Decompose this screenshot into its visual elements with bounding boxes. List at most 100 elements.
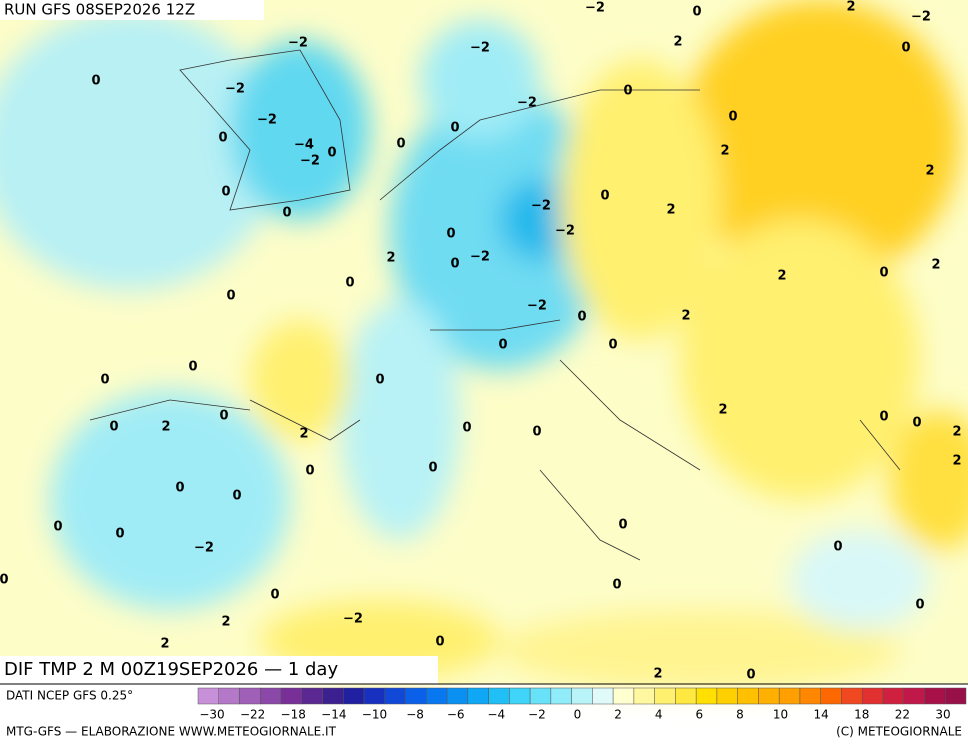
contour-label: 0: [450, 121, 459, 136]
contour-label: 2: [221, 615, 230, 630]
contour-label: −2: [531, 199, 551, 214]
contour-label: 0: [901, 41, 910, 56]
scale-swatch: [882, 687, 904, 705]
scale-swatch: [612, 687, 635, 705]
scale-label: −22: [240, 708, 265, 722]
scale-swatch: [716, 687, 738, 705]
contour-label: 0: [270, 588, 279, 603]
contour-label: −2: [257, 113, 277, 128]
scale-swatch: [260, 687, 282, 705]
contour-label: 0: [600, 189, 609, 204]
contour-label: 0: [428, 461, 437, 476]
scale-label: 2: [614, 708, 622, 722]
contour-label: −2: [555, 224, 575, 239]
contour-label: −2: [911, 10, 931, 25]
contour-label: 0: [219, 409, 228, 424]
contour-label: 0: [462, 421, 471, 436]
contour-label: 2: [161, 420, 170, 435]
credit: MTG-GFS — ELABORAZIONE WWW.METEOGIORNALE…: [6, 725, 337, 739]
contour-label: 0: [618, 518, 627, 533]
contour-label: 0: [692, 5, 701, 20]
contour-label: 2: [673, 35, 682, 50]
contour-label: −2: [470, 41, 490, 56]
contour-label: 0: [100, 373, 109, 388]
scale-swatch: [426, 687, 448, 705]
contour-label: −2: [517, 96, 537, 111]
footer-title: DIF TMP 2 M 00Z19SEP2026 — 1 day: [4, 659, 338, 680]
scale-label: 18: [854, 708, 869, 722]
color-scale: −30 −22 −18 −14 −10 −8 −6 −4 −2 0 2 4 6 8 10 14 18 22 30: [197, 687, 967, 722]
scale-swatch: [280, 687, 303, 705]
contour-label: 0: [305, 464, 314, 479]
contour-label: 0: [446, 227, 455, 242]
contour-label: 0: [608, 338, 617, 353]
scale-swatch: [592, 687, 614, 705]
scale-label: −2: [528, 708, 546, 722]
scale-swatch: [322, 687, 344, 705]
scale-swatch: [944, 687, 967, 705]
scale-swatch: [675, 687, 697, 705]
scale-label: 0: [574, 708, 582, 722]
scale-label: −8: [406, 708, 424, 722]
contour-label: 0: [175, 481, 184, 496]
scale-swatch: [197, 687, 220, 705]
scale-label: −18: [281, 708, 306, 722]
contour-label: 0: [188, 360, 197, 375]
scale-swatch: [695, 687, 718, 705]
contour-label: 0: [91, 74, 100, 89]
contour-label: −2: [585, 1, 605, 16]
contour-label: −2: [300, 154, 320, 169]
scale-swatch: [218, 687, 240, 705]
scale-label: 6: [696, 708, 704, 722]
scale-swatch: [903, 687, 925, 705]
scale-label: −4: [487, 708, 505, 722]
contour-label: −2: [288, 36, 308, 51]
contour-label: 0: [232, 489, 241, 504]
scale-swatch: [778, 687, 801, 705]
contour-label: 2: [931, 258, 940, 273]
contour-label: 2: [299, 427, 308, 442]
contour-label: 2: [386, 251, 395, 266]
contour-label: 0: [0, 573, 9, 588]
contour-label: 0: [879, 266, 888, 281]
contour-label: 0: [226, 289, 235, 304]
scale-swatch: [446, 687, 469, 705]
scale-label: 22: [895, 708, 910, 722]
copyright: (C) METEOGIORNALE: [836, 725, 962, 739]
scale-swatch: [654, 687, 676, 705]
scale-swatch: [467, 687, 489, 705]
scale-swatch: [509, 687, 531, 705]
contour-label: 2: [718, 403, 727, 418]
contour-label: 0: [115, 527, 124, 542]
scale-label: −14: [321, 708, 346, 722]
contour-label: 2: [846, 0, 855, 15]
contour-label: 0: [109, 420, 118, 435]
scale-swatch: [924, 687, 946, 705]
contour-label: 2: [681, 309, 690, 324]
scale-swatch: [384, 687, 406, 705]
scale-label: 30: [935, 708, 950, 722]
scale-swatch: [737, 687, 759, 705]
contour-label: −4: [294, 138, 314, 153]
scale-swatch: [488, 687, 510, 705]
scale-swatch: [363, 687, 386, 705]
contour-label: 0: [498, 338, 507, 353]
contour-label: −2: [527, 299, 547, 314]
scale-swatch: [799, 687, 821, 705]
contour-label: 0: [612, 578, 621, 593]
contour-label: 0: [327, 146, 336, 161]
contour-label: 2: [653, 667, 662, 682]
contour-label: 0: [282, 206, 291, 221]
contour-label: 2: [777, 269, 786, 284]
contour-label: 0: [746, 668, 755, 683]
scale-swatch: [861, 687, 884, 705]
scale-swatch: [529, 687, 552, 705]
header-title: RUN GFS 08SEP2026 12Z: [4, 1, 195, 19]
scale-swatch: [633, 687, 655, 705]
contour-label: 0: [728, 110, 737, 125]
scale-swatch: [841, 687, 863, 705]
scale-label: 4: [655, 708, 663, 722]
scale-label: −30: [199, 708, 224, 722]
